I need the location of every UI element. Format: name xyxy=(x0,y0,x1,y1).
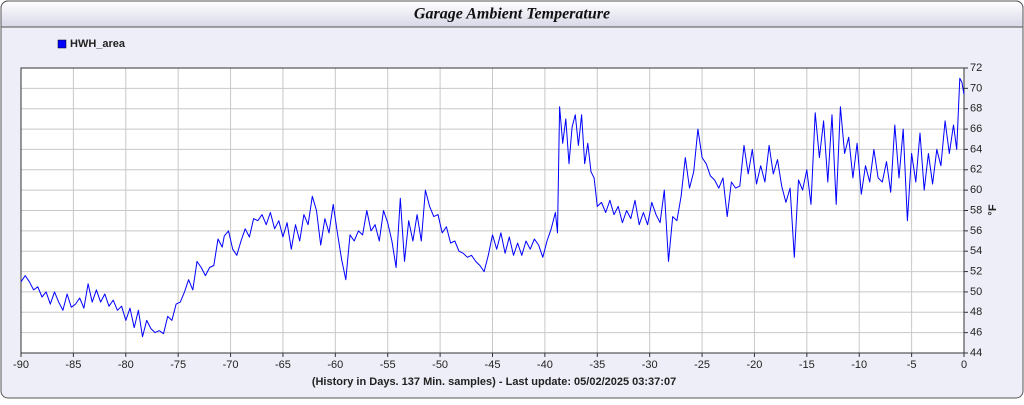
x-tick-label: -35 xyxy=(589,359,605,371)
x-tick-label: -90 xyxy=(13,359,29,371)
x-tick-label: -70 xyxy=(223,359,239,371)
y-axis-label: °F xyxy=(987,204,999,215)
y-tick-label: 62 xyxy=(970,164,982,176)
y-tick-label: 58 xyxy=(970,204,982,216)
y-tick-label: 48 xyxy=(970,306,982,318)
y-tick-label: 46 xyxy=(970,327,982,339)
x-tick-label: -5 xyxy=(907,359,917,371)
x-axis-label: (History in Days. 137 Min. samples) - La… xyxy=(312,376,676,388)
legend-swatch xyxy=(57,39,67,49)
y-tick-label: 50 xyxy=(970,286,982,298)
title-bar xyxy=(0,0,1024,28)
data-line xyxy=(20,77,965,338)
x-tick-label: -75 xyxy=(170,359,186,371)
y-tick-label: 52 xyxy=(970,265,982,277)
x-tick-label: -50 xyxy=(432,359,448,371)
y-tick-label: 64 xyxy=(970,143,982,155)
y-tick-label: 44 xyxy=(970,347,982,359)
y-tick-label: 66 xyxy=(970,123,982,135)
x-tick-label: -40 xyxy=(537,359,553,371)
x-tick-label: -15 xyxy=(799,359,815,371)
x-tick-label: -55 xyxy=(380,359,396,371)
x-tick-label: -60 xyxy=(327,359,343,371)
x-tick-label: -20 xyxy=(746,359,762,371)
chart-title: Garage Ambient Temperature xyxy=(414,6,610,23)
x-tick-label: -80 xyxy=(118,359,134,371)
x-tick-label: -65 xyxy=(275,359,291,371)
x-tick-label: -30 xyxy=(642,359,658,371)
y-tick-label: 60 xyxy=(970,184,982,196)
x-tick-label: -25 xyxy=(694,359,710,371)
y-tick-label: 72 xyxy=(970,62,982,74)
x-tick-label: -45 xyxy=(485,359,501,371)
x-tick-label: 0 xyxy=(961,359,967,371)
x-tick-label: -85 xyxy=(65,359,81,371)
y-tick-label: 70 xyxy=(970,82,982,94)
y-tick-label: 68 xyxy=(970,103,982,115)
y-tick-label: 56 xyxy=(970,225,982,237)
x-tick-label: -10 xyxy=(851,359,867,371)
legend-label: HWH_area xyxy=(70,38,126,50)
y-tick-label: 54 xyxy=(970,245,982,257)
